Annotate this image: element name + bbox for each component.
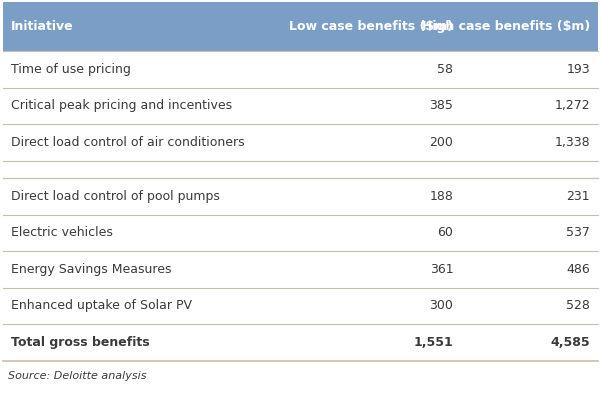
- Text: Source: Deloitte analysis: Source: Deloitte analysis: [8, 371, 146, 381]
- Text: Low case benefits ($m): Low case benefits ($m): [289, 20, 453, 33]
- Text: 231: 231: [567, 190, 590, 203]
- Text: 1,338: 1,338: [555, 136, 590, 149]
- Text: 300: 300: [430, 299, 453, 312]
- Text: 1,272: 1,272: [555, 99, 590, 112]
- Text: 537: 537: [566, 227, 590, 240]
- Text: Energy Savings Measures: Energy Savings Measures: [11, 263, 171, 276]
- Text: 60: 60: [438, 227, 453, 240]
- Text: 188: 188: [430, 190, 453, 203]
- Text: Direct load control of air conditioners: Direct load control of air conditioners: [11, 136, 245, 149]
- Text: 528: 528: [566, 299, 590, 312]
- Text: Electric vehicles: Electric vehicles: [11, 227, 113, 240]
- Text: Time of use pricing: Time of use pricing: [11, 63, 130, 76]
- Text: 4,585: 4,585: [551, 336, 590, 349]
- Text: Total gross benefits: Total gross benefits: [11, 336, 150, 349]
- Text: Critical peak pricing and incentives: Critical peak pricing and incentives: [11, 99, 232, 112]
- Text: 200: 200: [430, 136, 453, 149]
- Text: 193: 193: [567, 63, 590, 76]
- Text: 1,551: 1,551: [413, 336, 453, 349]
- Text: 361: 361: [430, 263, 453, 276]
- Text: 58: 58: [438, 63, 453, 76]
- Text: 486: 486: [566, 263, 590, 276]
- Bar: [3, 2, 598, 51]
- Text: Direct load control of pool pumps: Direct load control of pool pumps: [11, 190, 220, 203]
- Text: Initiative: Initiative: [11, 20, 73, 33]
- Text: Enhanced uptake of Solar PV: Enhanced uptake of Solar PV: [11, 299, 192, 312]
- Text: High case benefits ($m): High case benefits ($m): [422, 20, 590, 33]
- Text: 385: 385: [430, 99, 453, 112]
